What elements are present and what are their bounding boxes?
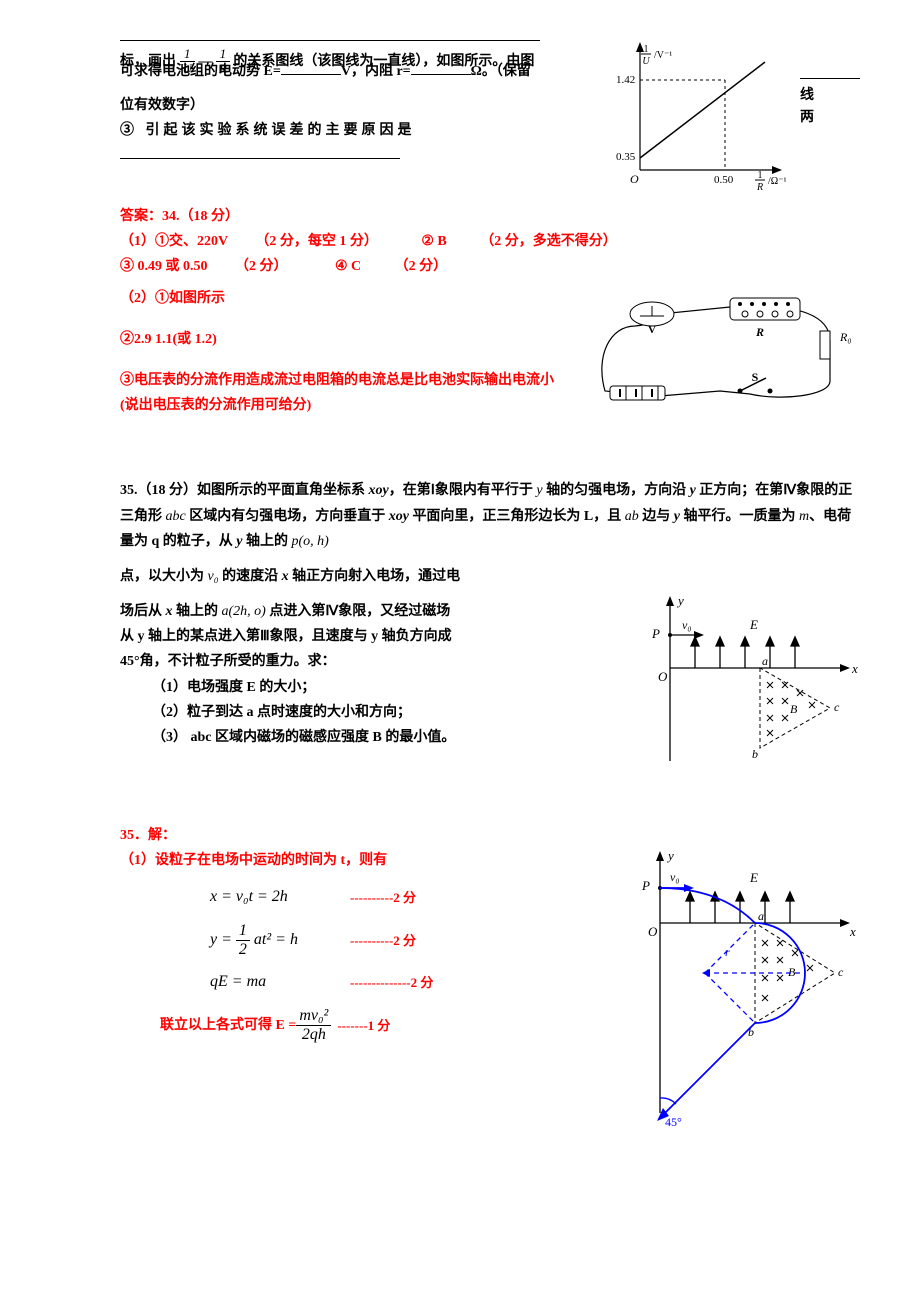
- svg-text:y: y: [666, 848, 674, 863]
- svg-text:45°: 45°: [665, 1115, 682, 1128]
- ans34-l4: ②2.9 1.1(或 1.2): [120, 327, 570, 352]
- svg-text:E: E: [749, 617, 758, 632]
- svg-text:v₀: v₀: [682, 618, 692, 632]
- svg-text:0.35: 0.35: [616, 151, 636, 163]
- svg-text:R: R: [756, 182, 763, 190]
- svg-text:y: y: [676, 593, 684, 608]
- svg-text:1.42: 1.42: [616, 74, 635, 86]
- ans34-title: 答案：34.（18 分）: [120, 204, 860, 229]
- sol35-head: 35．解：: [120, 823, 860, 848]
- stray-line2: 两: [800, 107, 860, 129]
- blank-emf: [281, 60, 341, 75]
- svg-text:B: B: [788, 965, 796, 979]
- eq1: x = v₀t = 2h: [210, 883, 350, 912]
- sol35-diagram: x y O P E a b c: [610, 848, 860, 1128]
- svg-text:/Ω⁻¹: /Ω⁻¹: [768, 176, 787, 187]
- q35-q2: （2）粒子到达 a 点时速度的大小和方向；: [120, 700, 620, 725]
- svg-text:R: R: [755, 325, 764, 339]
- blank-reason: [120, 144, 400, 159]
- eq2: y = 12 at² = h: [210, 922, 350, 958]
- svg-text:v₀: v₀: [670, 870, 680, 884]
- svg-text:a: a: [762, 654, 768, 668]
- q35-l5: 45°角，不计粒子所受的重力。求：: [120, 649, 620, 674]
- stray-line1: 线: [800, 85, 860, 107]
- svg-text:c: c: [834, 700, 840, 714]
- svg-text:c: c: [838, 965, 844, 979]
- svg-text:1: 1: [644, 44, 649, 55]
- q35-q1: （1）电场强度 E 的大小；: [120, 675, 620, 700]
- svg-text:B: B: [790, 702, 798, 716]
- svg-text:0.50: 0.50: [714, 174, 734, 186]
- q35-l4: 从 y 轴上的某点进入第Ⅲ象限，且速度与 y 轴负方向成: [120, 624, 620, 649]
- svg-text:E: E: [749, 870, 758, 885]
- header-rule: [120, 40, 540, 41]
- q35-q3: （3） abc 区域内磁场的磁感应强度 B 的最小值。: [120, 725, 620, 750]
- svg-text:b: b: [752, 747, 758, 761]
- eq3: qE = ma: [210, 968, 350, 997]
- frag4: 可求得电池组的电动势 E=: [120, 64, 281, 79]
- svg-text:P: P: [641, 878, 650, 893]
- svg-text:R₀: R₀: [839, 330, 852, 344]
- inverse-graph: 1.42 0.35 0.50 O 1 U /V⁻¹ 1 R /Ω⁻¹: [610, 40, 790, 190]
- svg-text:r: r: [725, 945, 730, 959]
- blank-r: [411, 60, 471, 75]
- svg-text:x: x: [851, 661, 858, 676]
- eq-final: mv₀²2qh: [296, 1007, 331, 1043]
- svg-text:V: V: [648, 324, 656, 336]
- svg-text:U: U: [642, 56, 650, 67]
- q35-diagram: x y O P v₀ E a b c: [630, 593, 860, 773]
- svg-text:S: S: [752, 370, 759, 384]
- svg-text:x: x: [849, 924, 856, 939]
- ans34-l5: ③电压表的分流作用造成流过电阻箱的电流总是比电池实际输出电流小(说出电压表的分流…: [120, 368, 570, 418]
- svg-text:/V⁻¹: /V⁻¹: [654, 50, 672, 61]
- sol35-l1: （1）设粒子在电场中运动的时间为 t，则有: [120, 848, 590, 873]
- svg-text:O: O: [630, 172, 639, 186]
- circuit-diagram: V R R₀ S: [580, 286, 860, 416]
- svg-text:a: a: [758, 909, 764, 923]
- svg-text:1: 1: [758, 170, 763, 181]
- ans34-l3: （2）①如图所示: [120, 286, 570, 311]
- svg-text:P: P: [651, 626, 660, 641]
- q3-text: ③ 引起该实验系统误差的主要原因是: [120, 123, 416, 138]
- tail: 位有效数字）: [120, 93, 600, 118]
- svg-text:O: O: [658, 669, 668, 684]
- svg-text:O: O: [648, 924, 658, 939]
